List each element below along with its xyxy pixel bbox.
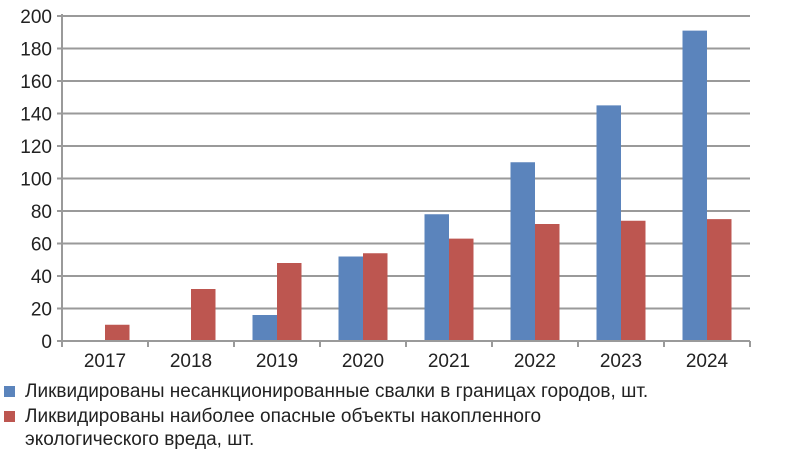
y-tick-label: 100 [20,170,52,191]
x-tick-label: 2020 [342,351,384,372]
y-tick-label: 120 [20,137,52,158]
bar-2019-series-1 [252,315,277,341]
legend-swatch-red [4,411,15,422]
legend-item-ecological-damage: Ликвидированы наиболее опасные объекты н… [0,405,800,451]
x-tick-label: 2022 [514,351,556,372]
legend: Ликвидированы несанкционированные свалки… [0,380,800,453]
bar-2020-series-2 [363,253,388,341]
x-tick-label: 2023 [600,351,642,372]
legend-swatch-blue [4,386,15,397]
bar-2019-series-2 [277,263,302,341]
x-tick-label: 2024 [686,351,729,372]
bar-2018-series-2 [191,289,216,341]
bar-2022-series-2 [535,224,560,341]
y-tick-label: 200 [20,7,52,28]
y-tick-label: 160 [20,72,52,93]
bar-2020-series-1 [338,256,363,341]
y-tick-label: 180 [20,40,52,61]
x-tick-label: 2018 [170,351,212,372]
bar-2024-series-1 [682,30,707,341]
y-tick-label: 80 [31,202,52,223]
y-tick-label: 20 [31,300,52,321]
legend-label: Ликвидированы несанкционированные свалки… [25,381,649,402]
y-tick-label: 140 [20,105,52,126]
y-tick-label: 60 [31,235,52,256]
bar-2022-series-1 [510,162,535,341]
bar-2024-series-2 [707,219,732,341]
bar-2023-series-1 [596,105,621,341]
y-tick-label: 40 [31,267,52,288]
legend-item-cities: Ликвидированы несанкционированные свалки… [0,380,800,403]
bar-2021-series-2 [449,238,474,341]
x-tick-label: 2019 [256,351,298,372]
bar-2021-series-1 [424,214,449,341]
x-tick-label: 2021 [428,351,470,372]
bar-2023-series-2 [621,220,646,341]
x-tick-label: 2017 [84,351,126,372]
legend-label: Ликвидированы наиболее опасные объекты н… [25,406,542,450]
bar-2017-series-2 [105,324,130,341]
y-tick-label: 0 [41,332,52,353]
bar-chart: 0 20 40 60 80 100 120 140 160 180 200 2017 2018 2019 2… [20,7,751,372]
